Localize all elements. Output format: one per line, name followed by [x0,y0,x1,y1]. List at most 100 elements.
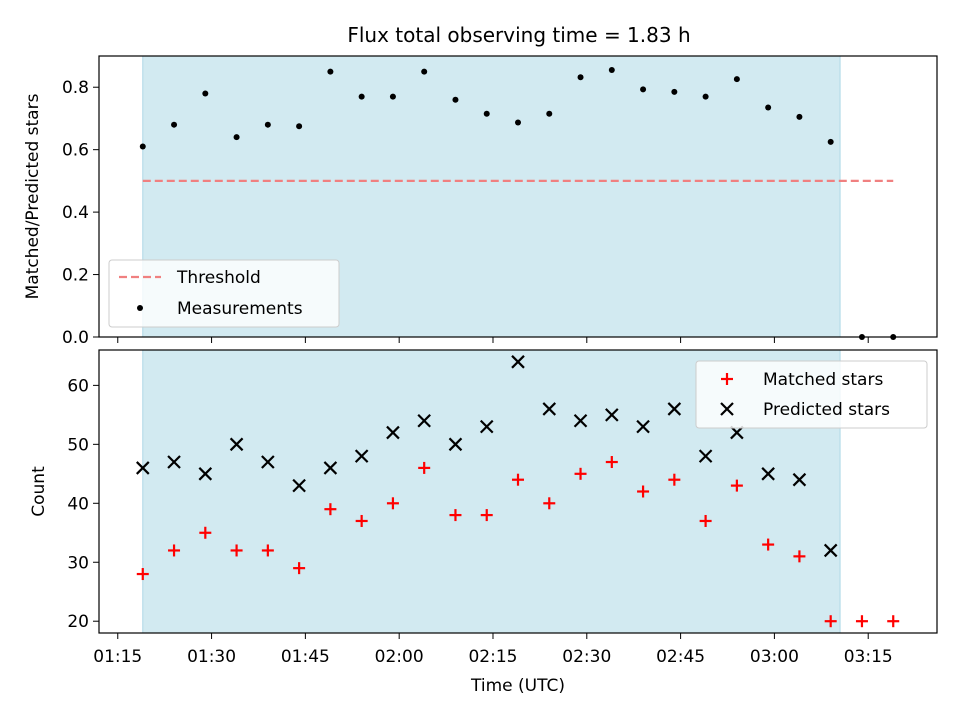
matched-stars-point [355,514,368,527]
predicted-stars-point [354,449,369,463]
ratio-y-axis: 0.0 0.2 0.4 0.6 0.8 [62,78,99,348]
measurement-point [577,74,584,81]
x-tick-label: 02:30 [562,647,611,667]
ratio-y-tick-label: 0.4 [62,203,89,223]
matched-stars-point [261,544,274,557]
matched-stars-point [324,503,337,516]
measurement-point [327,68,334,75]
predicted-stars-point [698,449,713,463]
legend-matched-label: Matched stars [763,370,883,390]
matched-stars-point [418,461,431,474]
x-tick-label: 02:00 [375,647,424,667]
predicted-stars-point [479,419,494,434]
matched-stars-point [762,538,775,551]
matched-stars-point [168,544,181,557]
measurement-point [202,90,209,97]
matched-stars-point [386,497,399,510]
matched-stars-point [637,485,650,498]
measurement-point [452,96,459,103]
x-tick-label: 01:45 [281,647,330,667]
count-y-axis-label: Count [29,466,49,517]
measurement-point [608,67,615,74]
count-y-tick-label: 20 [67,612,89,632]
predicted-stars-point [292,478,306,493]
legend-predicted-swatch [720,402,734,416]
x-tick-label: 03:00 [750,647,799,667]
matched-stars-point [793,550,806,563]
x-tick-label: 02:15 [468,647,517,667]
matched-stars-point [668,473,681,486]
matched-stars-point [824,615,837,628]
measurement-point [640,86,647,93]
measurement-point [389,93,396,100]
predicted-stars-point [167,455,181,469]
count-panel-frame [98,349,938,634]
x-tick-label: 03:15 [844,647,893,667]
count-y-tick-label: 50 [67,435,89,455]
ratio-y-tick-label: 0.6 [62,141,89,161]
ratio-y-axis-label: Matched/Predicted stars [23,93,43,299]
legend-threshold-label: Threshold [176,268,261,288]
measurement-point [233,134,240,141]
x-tick-label: 01:30 [187,647,236,667]
predicted-stars-point [261,455,275,469]
matched-stars-point [855,615,868,628]
count-panel: 20 30 40 50 60 01:15 01:30 01:45 02:00 02:15 02:3… [29,349,938,696]
x-tick-label: 02:45 [656,647,705,667]
predicted-stars-point [792,472,807,487]
predicted-stars-point [667,402,682,416]
legend-measurements-label: Measurements [177,299,303,319]
matched-stars-point [512,473,524,486]
legend-predicted-label: Predicted stars [763,400,890,420]
count-points-layer [135,355,900,628]
matched-stars-point [574,467,587,480]
matched-stars-point [480,509,493,522]
ratio-y-tick-label: 0.8 [62,78,89,98]
measurement-point [483,110,490,117]
count-legend: Matched stars Predicted stars [695,360,928,429]
predicted-stars-point [417,413,431,428]
predicted-stars-point [761,467,775,481]
count-legend-box [695,360,928,429]
measurement-point [671,88,678,95]
matched-stars-point [699,514,712,527]
measurement-point [765,104,772,111]
predicted-stars-point [323,461,338,475]
measurement-point [546,110,553,117]
count-y-tick-label: 60 [67,376,89,396]
matched-stars-point [543,497,556,510]
count-y-tick-label: 40 [67,494,89,514]
predicted-stars-point [636,419,650,434]
ratio-x-ticks [117,337,869,343]
ratio-y-tick-label: 0.2 [62,266,89,286]
ratio-y-tick-label: 0.0 [62,328,89,348]
predicted-stars-point [605,408,619,422]
ratio-points-layer [139,67,897,340]
matched-stars-point [136,568,149,581]
matched-stars-point [449,509,462,522]
measurement-point [139,143,146,150]
chart-title: Flux total observing time = 1.83 h [347,23,690,47]
measurement-point [296,123,303,130]
matched-stars-point [293,562,306,575]
ratio-legend: Threshold Measurements [108,259,340,328]
measurement-point [796,113,803,120]
predicted-stars-point [386,425,400,440]
matched-stars-point [230,544,243,557]
measurement-point [264,121,271,128]
legend-predicted-marker [720,402,734,416]
legend-measurements-swatch [137,305,143,311]
predicted-stars-point [135,461,150,475]
legend-matched-swatch [721,373,733,385]
measurement-point [827,138,834,145]
predicted-stars-point [198,467,213,481]
matched-stars-point [887,615,900,628]
predicted-stars-point [573,413,588,428]
legend-matched-marker [721,373,733,385]
predicted-stars-point [730,425,744,440]
matched-stars-point [605,456,618,469]
measurement-point [358,93,365,100]
x-axis-label: Time (UTC) [470,676,565,696]
ratio-legend-box [108,259,340,328]
